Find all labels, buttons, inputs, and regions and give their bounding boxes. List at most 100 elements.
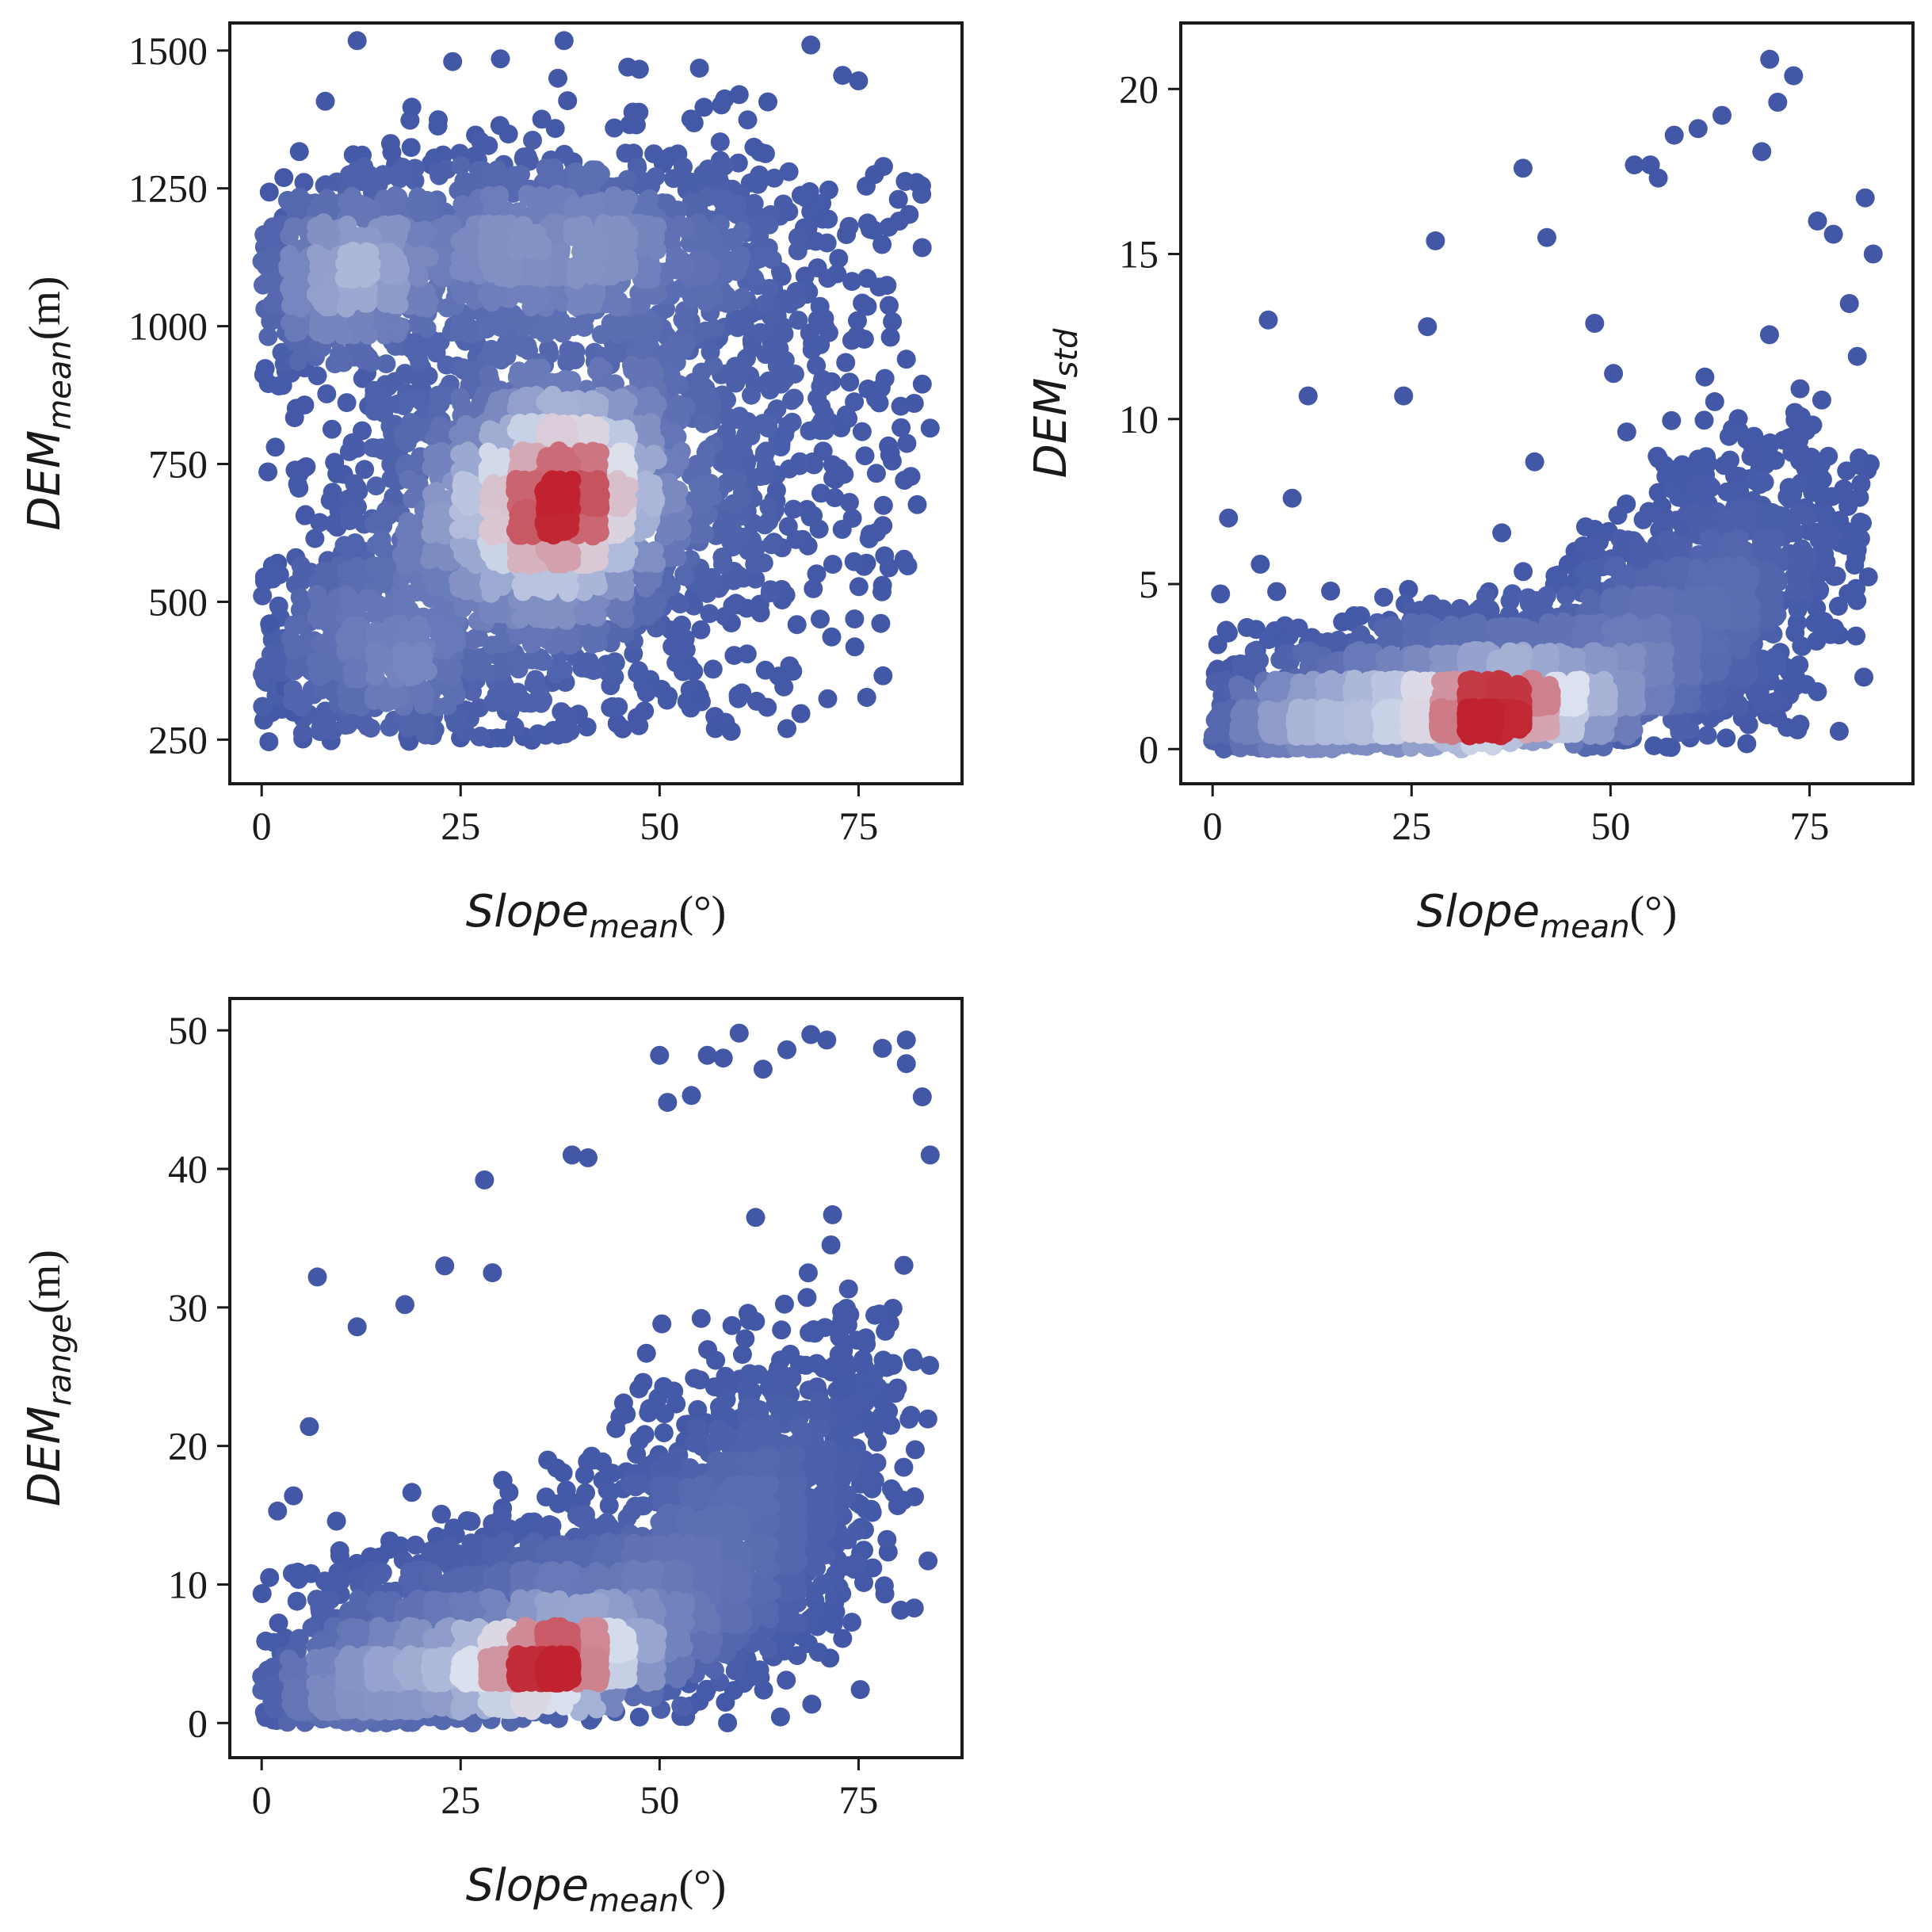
scatter-point: [1219, 508, 1239, 528]
scatter-point: [388, 252, 408, 272]
scatter-point: [337, 192, 357, 212]
scatter-point: [750, 142, 769, 162]
scatter-point: [291, 556, 311, 575]
scatter-point: [491, 49, 510, 69]
scatter-point: [336, 561, 356, 581]
scatter-point: [412, 621, 432, 641]
scatter-point: [1664, 125, 1684, 145]
scatter-point: [701, 474, 720, 493]
scatter-point: [1344, 606, 1364, 625]
scatter-point: [844, 552, 864, 571]
scatter-point: [1418, 317, 1438, 337]
scatter-point: [339, 441, 359, 461]
scatter-point: [327, 315, 347, 334]
scatter-point: [367, 594, 387, 613]
scatter-point: [296, 457, 316, 476]
scatter-point: [559, 424, 578, 443]
scatter-point: [532, 109, 552, 129]
scatter-point: [647, 554, 666, 574]
scatter-point: [777, 719, 796, 739]
scatter-point: [790, 456, 809, 475]
scatter-point: [463, 372, 483, 391]
scatter-point: [1537, 227, 1556, 247]
scatter-point: [782, 412, 802, 432]
scatter-point: [433, 269, 452, 288]
scatter-point: [356, 310, 375, 330]
scatter-point: [365, 628, 385, 647]
scatter-point: [401, 138, 421, 158]
scatter-point: [455, 227, 475, 247]
scatter-point: [514, 222, 533, 242]
scatter-point: [531, 268, 551, 288]
scatter-point: [388, 323, 407, 343]
scatter-point: [451, 258, 471, 277]
scatter-point: [1688, 119, 1708, 139]
scatter-point: [849, 71, 869, 90]
scatter-point: [1374, 587, 1394, 607]
scatter-point: [418, 661, 437, 681]
scatter-point: [849, 577, 869, 597]
scatter-point: [640, 173, 660, 193]
scatter-point: [759, 498, 779, 517]
scatter-point: [439, 617, 459, 636]
scatter-point: [254, 365, 273, 384]
scatter-point: [259, 732, 279, 751]
scatter-point: [848, 311, 867, 330]
scatter-point: [693, 164, 713, 184]
scatter-point: [583, 661, 603, 681]
scatter-point: [288, 352, 307, 372]
scatter-point: [666, 653, 686, 673]
scatter-point: [629, 661, 648, 681]
scatter-point: [526, 239, 545, 259]
scatter-point: [897, 433, 917, 453]
scatter-point: [307, 607, 326, 626]
scatter-point: [1513, 158, 1533, 178]
scatter-point: [675, 567, 695, 586]
scatter-point: [365, 401, 384, 421]
scatter-point: [563, 227, 582, 246]
scatter-point: [1667, 460, 1686, 479]
scatter-point: [262, 556, 282, 575]
scatter-point: [420, 336, 440, 356]
scatter-point: [310, 247, 330, 267]
scatter-point: [699, 388, 719, 407]
scatter-point: [750, 603, 770, 623]
scatter-point: [449, 570, 468, 590]
scatter-point: [549, 441, 568, 461]
scatter-point: [758, 92, 777, 112]
scatter-point: [338, 692, 357, 712]
scatter-point: [1525, 452, 1544, 472]
panel-dem-mean-vs-slope: 0 25 50 75250500750100012501500Slopemean(°)…: [19, 21, 964, 945]
scatter-point: [1790, 379, 1810, 399]
scatter-point: [567, 256, 586, 276]
scatter-point: [487, 391, 507, 410]
scatter-point: [414, 389, 433, 409]
scatter-point: [407, 716, 426, 736]
scatter-point: [544, 161, 564, 181]
scatter-point: [1863, 244, 1883, 264]
scatter-point: [689, 374, 709, 394]
y-tick-label: 1500: [128, 29, 208, 73]
scatter-point: [547, 547, 567, 567]
scatter-point: [284, 408, 304, 428]
scatter-point: [258, 462, 278, 482]
scatter-point: [1783, 484, 1803, 504]
scatter-point: [672, 519, 692, 539]
scatter-point: [779, 202, 799, 222]
scatter-point: [278, 257, 298, 276]
scatter-point: [1694, 410, 1714, 430]
scatter-point: [508, 514, 528, 533]
scatter-point: [407, 222, 426, 242]
scatter-point: [552, 599, 571, 618]
scatter-point: [873, 495, 893, 515]
scatter-point: [666, 591, 686, 611]
scatter-point: [347, 632, 367, 652]
scatter-point: [655, 526, 675, 546]
scatter-point: [746, 569, 766, 589]
scatter-point: [479, 420, 499, 440]
scatter-point: [284, 640, 304, 660]
scatter-point: [839, 493, 859, 512]
scatter-point: [608, 494, 628, 514]
scatter-point: [807, 564, 827, 584]
scatter-point: [732, 488, 752, 508]
